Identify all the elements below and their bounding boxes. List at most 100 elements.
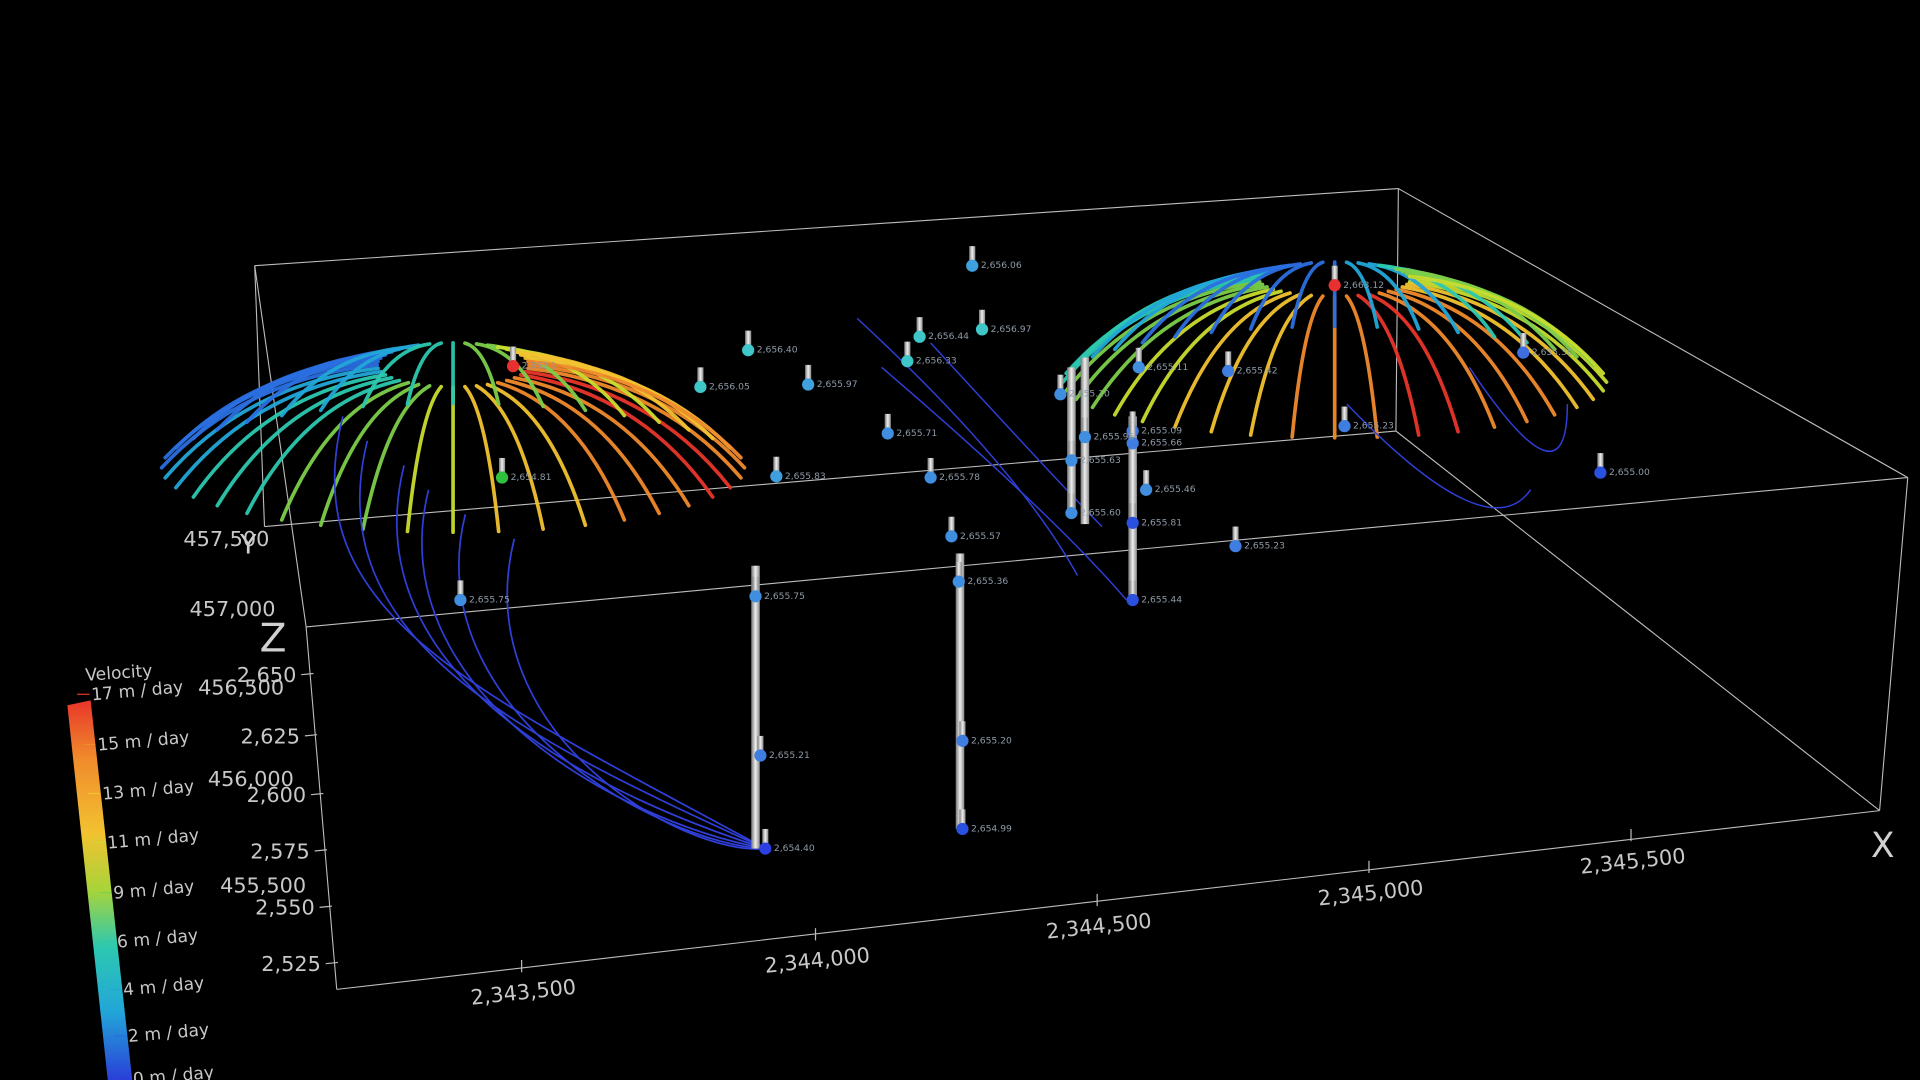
well-marker (742, 344, 755, 357)
streamline (1394, 287, 1557, 417)
legend-label: 2 m / day (127, 1020, 210, 1047)
box-edge (1395, 188, 1399, 432)
z-tick-label: 2,650 (237, 663, 297, 687)
streamline (526, 366, 743, 480)
well-label: 2,655.23 (1244, 541, 1285, 552)
well-marker (1328, 279, 1341, 292)
box-edge (264, 430, 1396, 528)
z-tick (325, 961, 339, 965)
well-cap (1068, 493, 1075, 509)
z-tick (319, 905, 332, 908)
well-cap (1520, 333, 1527, 348)
z-tick-label: 2,625 (240, 724, 300, 748)
well-label: 2,655.60 (1080, 508, 1121, 519)
z-tick-label: 2,600 (247, 783, 307, 807)
x-axis-name: X (1871, 826, 1894, 866)
streamline (1405, 282, 1596, 402)
streamline (358, 440, 766, 850)
legend-label: 9 m / day (113, 877, 196, 904)
streamline (1344, 294, 1380, 439)
well-label: 2,655.83 (785, 471, 826, 482)
y-tick-label: 456,500 (198, 675, 284, 699)
well-marker (901, 355, 914, 368)
well-cap (1057, 374, 1064, 390)
streamline (215, 376, 394, 508)
well-label: 2,655.63 (1080, 455, 1121, 466)
streamline (1248, 261, 1314, 331)
well-marker (694, 380, 707, 394)
well-marker (975, 323, 989, 336)
well-label: 2,656.97 (991, 324, 1032, 335)
streamline (1468, 366, 1569, 453)
well-cap (1129, 580, 1136, 596)
y-tick-label: 457,500 (183, 527, 269, 551)
well-cap (773, 456, 780, 472)
streamline (163, 366, 380, 480)
well-label: 2,656.06 (981, 260, 1022, 271)
streamline (1290, 294, 1325, 439)
z-tick (310, 792, 324, 796)
streamline (1290, 260, 1325, 329)
box-edge (254, 188, 1399, 267)
well-cap (1129, 423, 1136, 439)
streamline (1112, 287, 1276, 417)
streamline (1386, 289, 1529, 424)
streamline (458, 514, 766, 850)
well-cap (1068, 440, 1075, 456)
x-tick-label: 2,344,500 (1045, 909, 1153, 944)
well-label: 2,655.42 (1237, 365, 1278, 376)
z-tick-label: 2,525 (261, 952, 321, 976)
legend-label: 0 m / day (132, 1063, 215, 1080)
well-marker (913, 330, 926, 343)
streamline (1074, 282, 1265, 402)
y-tick-label: 457,000 (189, 597, 275, 621)
streamline (1344, 260, 1380, 329)
streamline (318, 382, 421, 528)
streamline (191, 373, 388, 499)
well-cap (1081, 417, 1088, 433)
well-label: 2,655.57 (960, 531, 1001, 542)
streamline (930, 342, 1103, 528)
well-marker (952, 575, 965, 588)
well-marker (454, 593, 467, 607)
well-cap (904, 341, 911, 357)
well-pipe (751, 565, 760, 849)
box-edge (254, 265, 307, 628)
well-cap (752, 576, 759, 592)
well-cap (498, 457, 506, 473)
well-cap (1225, 351, 1232, 367)
well-cap (757, 735, 764, 751)
well-marker (770, 470, 783, 483)
streamline (1248, 293, 1314, 437)
well-label: 2,655.44 (1141, 594, 1182, 605)
streamline (405, 384, 444, 534)
streamline (1407, 274, 1606, 376)
well-marker (1338, 420, 1351, 433)
streamline (245, 378, 402, 516)
streamline (485, 382, 588, 528)
well-cap (762, 828, 769, 844)
box-edge (306, 477, 1908, 628)
well-cap (457, 580, 464, 596)
well-label: 2,655.81 (1141, 517, 1182, 528)
streamline (463, 384, 501, 534)
well-label: 2,655.09 (1141, 425, 1182, 436)
well-cap (927, 457, 934, 473)
streamline (1377, 291, 1497, 429)
well-label: 2,655.30 (1532, 347, 1573, 358)
well-marker (754, 749, 767, 762)
well-marker (1078, 431, 1092, 444)
well-label: 2,655.97 (817, 379, 858, 390)
axes: 457,500 457,000 456,500 456,000 455,500 2,650… (183, 527, 1894, 1010)
streamlines (159, 260, 1609, 850)
well-label: 2,655.46 (1155, 484, 1196, 495)
streamline (1140, 289, 1283, 424)
streamline (881, 366, 1128, 601)
streamline (421, 489, 766, 850)
x-tick-label: 2,345,000 (1317, 876, 1425, 911)
z-tick (304, 734, 318, 737)
legend-label: 11 m / day (106, 826, 199, 854)
legend-label: 15 m / day (97, 728, 190, 756)
x-tick-label: 2,344,000 (763, 943, 871, 978)
